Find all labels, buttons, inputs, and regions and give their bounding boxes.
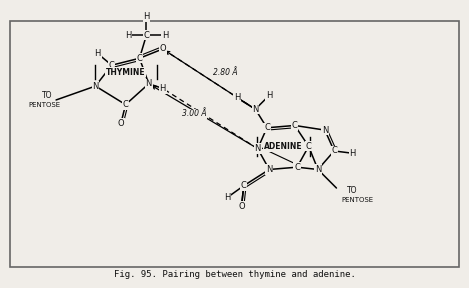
Text: C: C <box>241 181 247 190</box>
Text: C: C <box>144 31 150 39</box>
Text: N: N <box>315 165 321 174</box>
Text: 3.00 Å: 3.00 Å <box>182 109 206 118</box>
Text: H: H <box>224 193 231 202</box>
Text: H: H <box>349 149 356 158</box>
Text: C: C <box>306 142 311 151</box>
Text: PENTOSE: PENTOSE <box>29 102 61 108</box>
Text: H: H <box>266 91 272 100</box>
Text: H: H <box>95 49 101 58</box>
Text: H: H <box>234 93 240 102</box>
Text: O: O <box>238 202 245 211</box>
Bar <box>10 21 459 267</box>
Text: N: N <box>266 165 272 174</box>
Text: TO: TO <box>348 186 358 195</box>
Text: PENTOSE: PENTOSE <box>341 197 373 203</box>
Text: N: N <box>145 79 152 88</box>
Text: H: H <box>159 84 166 93</box>
Text: C: C <box>123 100 129 109</box>
Text: C: C <box>136 54 143 63</box>
Text: O: O <box>159 44 166 54</box>
Text: C: C <box>331 147 337 156</box>
Text: N: N <box>92 82 98 90</box>
Text: THYMINE: THYMINE <box>106 68 145 77</box>
Text: C: C <box>292 121 298 130</box>
Text: 2.80 Å: 2.80 Å <box>213 68 237 77</box>
Text: C: C <box>109 61 114 70</box>
Text: H: H <box>143 12 150 21</box>
Text: C: C <box>264 123 270 132</box>
Text: O: O <box>118 119 124 128</box>
Text: TO: TO <box>42 91 52 100</box>
Text: ADENINE: ADENINE <box>264 142 303 151</box>
Text: N: N <box>322 126 328 134</box>
Text: N: N <box>252 105 258 114</box>
Text: N: N <box>255 144 261 153</box>
Text: H: H <box>162 31 168 39</box>
Text: H: H <box>125 31 131 39</box>
Text: C: C <box>294 163 300 172</box>
Text: Fig. 95. Pairing between thymine and adenine.: Fig. 95. Pairing between thymine and ade… <box>113 270 356 279</box>
